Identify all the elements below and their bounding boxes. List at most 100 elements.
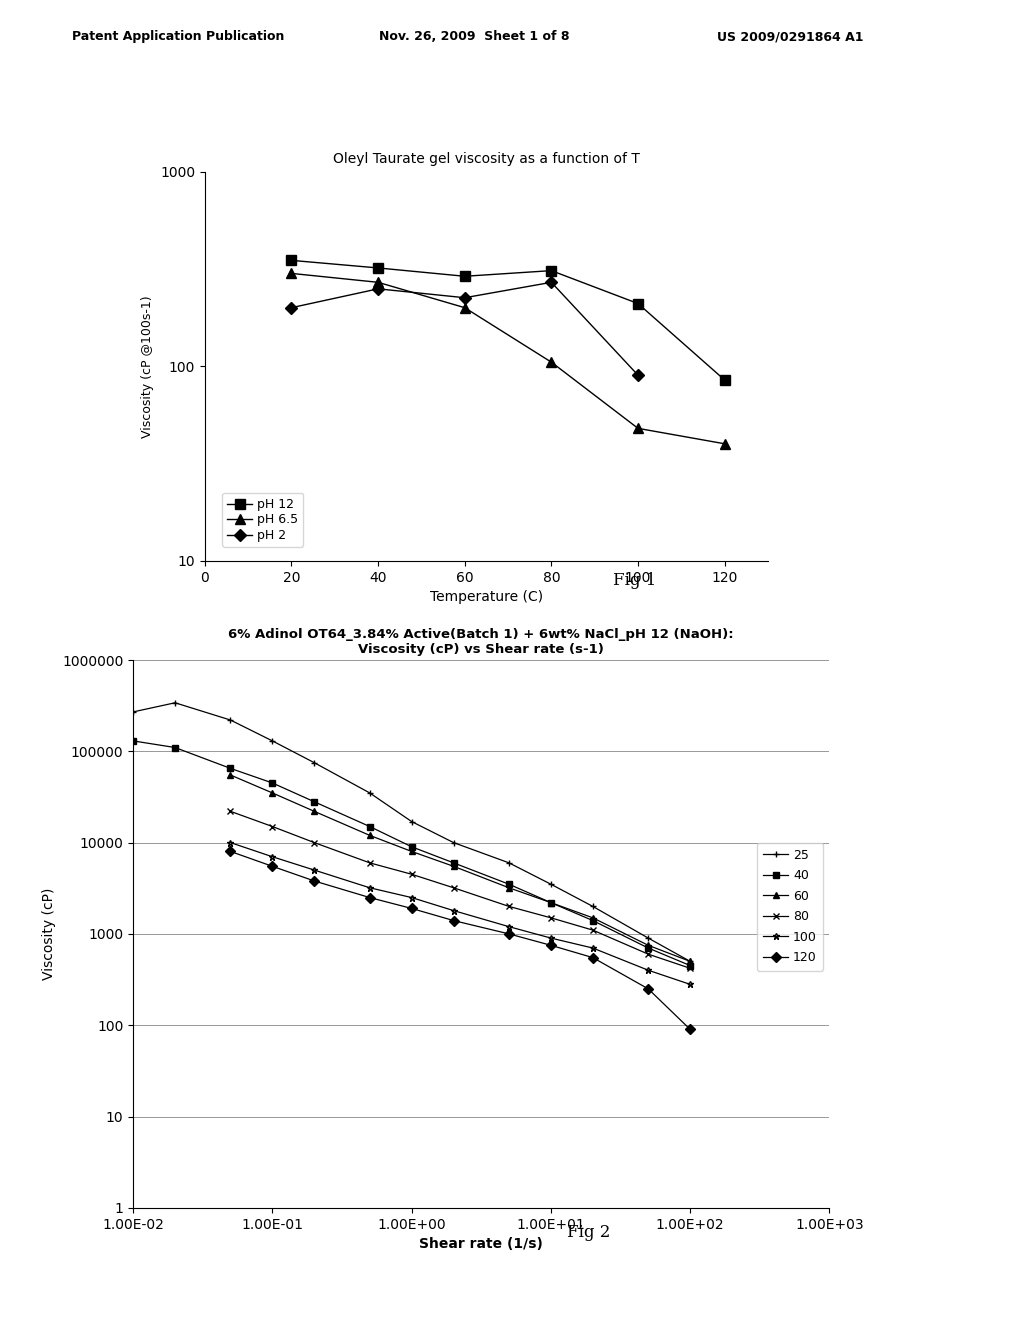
pH 6.5: [372, 275, 384, 290]
60: [587, 909, 599, 925]
Line: 60: 60: [227, 771, 693, 965]
100: [587, 940, 599, 956]
Text: Patent Application Publication: Patent Application Publication: [72, 30, 284, 44]
Line: pH 2: pH 2: [288, 279, 642, 379]
25: [684, 953, 696, 969]
25: [127, 704, 139, 719]
80: [642, 946, 654, 962]
40: [169, 739, 181, 755]
100: [545, 931, 557, 946]
pH 6.5: [632, 421, 644, 437]
100: [406, 890, 418, 906]
25: [266, 733, 279, 748]
Y-axis label: Viscosity (cP): Viscosity (cP): [42, 888, 56, 979]
25: [545, 876, 557, 892]
40: [503, 876, 515, 892]
X-axis label: Shear rate (1/s): Shear rate (1/s): [420, 1237, 543, 1251]
100: [224, 834, 237, 850]
80: [587, 923, 599, 939]
Line: 40: 40: [130, 738, 693, 969]
120: [545, 937, 557, 953]
60: [545, 895, 557, 911]
100: [684, 977, 696, 993]
120: [266, 858, 279, 874]
pH 12: [459, 268, 471, 284]
25: [308, 755, 321, 771]
Line: 100: 100: [227, 840, 693, 987]
120: [642, 981, 654, 997]
pH 12: [545, 263, 557, 279]
80: [684, 961, 696, 977]
Line: pH 12: pH 12: [287, 256, 729, 385]
Text: Nov. 26, 2009  Sheet 1 of 8: Nov. 26, 2009 Sheet 1 of 8: [379, 30, 569, 44]
pH 2: [286, 300, 298, 315]
60: [224, 767, 237, 783]
pH 6.5: [545, 354, 557, 370]
100: [503, 919, 515, 935]
120: [503, 927, 515, 942]
pH 12: [372, 260, 384, 276]
pH 2: [372, 281, 384, 297]
120: [224, 843, 237, 859]
Title: 6% Adinol OT64_3.84% Active(Batch 1) + 6wt% NaCl_pH 12 (NaOH):
Viscosity (cP) vs: 6% Adinol OT64_3.84% Active(Batch 1) + 6…: [228, 628, 734, 656]
pH 6.5: [719, 436, 731, 451]
120: [406, 900, 418, 916]
80: [545, 909, 557, 925]
pH 2: [545, 275, 557, 290]
60: [642, 937, 654, 953]
pH 2: [459, 290, 471, 306]
120: [587, 949, 599, 965]
60: [447, 858, 460, 874]
X-axis label: Temperature (C): Temperature (C): [430, 590, 543, 605]
25: [406, 813, 418, 829]
40: [684, 957, 696, 973]
40: [447, 855, 460, 871]
120: [308, 873, 321, 888]
25: [169, 694, 181, 710]
pH 12: [632, 296, 644, 312]
60: [503, 880, 515, 896]
40: [545, 895, 557, 911]
Y-axis label: Viscosity (cP @100s-1): Viscosity (cP @100s-1): [141, 294, 155, 438]
120: [684, 1022, 696, 1038]
pH 12: [286, 252, 298, 268]
pH 12: [719, 372, 731, 388]
25: [364, 785, 376, 801]
25: [224, 711, 237, 727]
100: [364, 880, 376, 896]
Line: pH 6.5: pH 6.5: [287, 268, 729, 449]
Line: 120: 120: [227, 847, 693, 1032]
80: [447, 880, 460, 896]
Text: Fig 2: Fig 2: [567, 1224, 610, 1241]
80: [266, 818, 279, 834]
100: [447, 903, 460, 919]
40: [364, 818, 376, 834]
100: [642, 962, 654, 978]
80: [406, 866, 418, 882]
40: [587, 912, 599, 928]
40: [127, 733, 139, 748]
60: [406, 843, 418, 859]
100: [308, 862, 321, 878]
40: [266, 775, 279, 791]
Legend: 25, 40, 60, 80, 100, 120: 25, 40, 60, 80, 100, 120: [757, 842, 823, 970]
120: [364, 890, 376, 906]
Legend: pH 12, pH 6.5, pH 2: pH 12, pH 6.5, pH 2: [222, 492, 303, 546]
60: [266, 785, 279, 801]
40: [224, 760, 237, 776]
80: [308, 834, 321, 850]
pH 2: [632, 367, 644, 383]
Title: Oleyl Taurate gel viscosity as a function of T: Oleyl Taurate gel viscosity as a functio…: [333, 152, 640, 166]
80: [224, 804, 237, 820]
25: [503, 855, 515, 871]
Line: 25: 25: [130, 700, 693, 965]
60: [364, 828, 376, 843]
40: [406, 838, 418, 854]
pH 6.5: [286, 265, 298, 281]
25: [447, 834, 460, 850]
120: [447, 912, 460, 928]
100: [266, 849, 279, 865]
80: [364, 855, 376, 871]
40: [308, 793, 321, 809]
40: [642, 940, 654, 956]
